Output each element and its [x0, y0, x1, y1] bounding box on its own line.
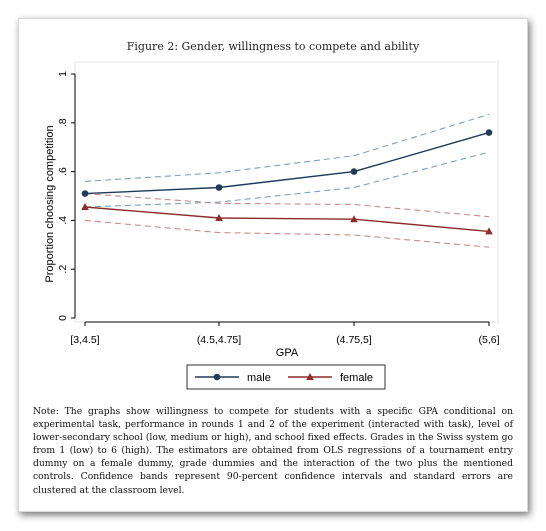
x-tick-label: (4.75,5]	[336, 334, 372, 346]
ci-upper-male	[84, 113, 490, 182]
figure-page	[18, 18, 528, 512]
plot-area	[74, 61, 499, 323]
series-line-female	[84, 206, 490, 233]
legend-label-male: male	[247, 372, 271, 384]
data-point-male	[81, 190, 89, 197]
y-tick-label: 0	[57, 315, 69, 321]
y-tick-label: .8	[57, 118, 69, 127]
figure-title: Figure 2: Gender, willingness to compete…	[126, 40, 420, 53]
data-point-female	[485, 227, 493, 235]
y-tick-label: .6	[57, 167, 69, 176]
x-tick-label: (4.5,4.75]	[197, 334, 241, 346]
x-tick-label: [3,4.5]	[70, 334, 99, 346]
data-point-female	[81, 203, 89, 210]
legend-marker-female	[306, 373, 314, 380]
series-line-male	[84, 131, 490, 195]
legend-marker-male	[213, 373, 221, 381]
data-point-male	[485, 129, 493, 136]
data-point-male	[350, 168, 358, 175]
ci-lower-male	[84, 151, 490, 208]
y-tick-label: .4	[57, 216, 69, 225]
x-axis-title: GPA	[276, 347, 299, 359]
ci-upper-female	[84, 193, 490, 218]
legend-label-female: female	[340, 372, 373, 384]
data-point-female	[215, 214, 223, 221]
y-tick-label: .2	[57, 265, 69, 274]
y-axis-title: Proportion choosing competition	[44, 125, 56, 282]
x-tick-label: (5,6]	[478, 334, 499, 346]
figure-note: Note: The graphs show willingness to com…	[33, 406, 513, 496]
y-tick-label: 1	[57, 71, 69, 77]
data-point-male	[215, 184, 223, 191]
data-point-female	[350, 215, 358, 223]
ci-lower-female	[84, 219, 490, 248]
